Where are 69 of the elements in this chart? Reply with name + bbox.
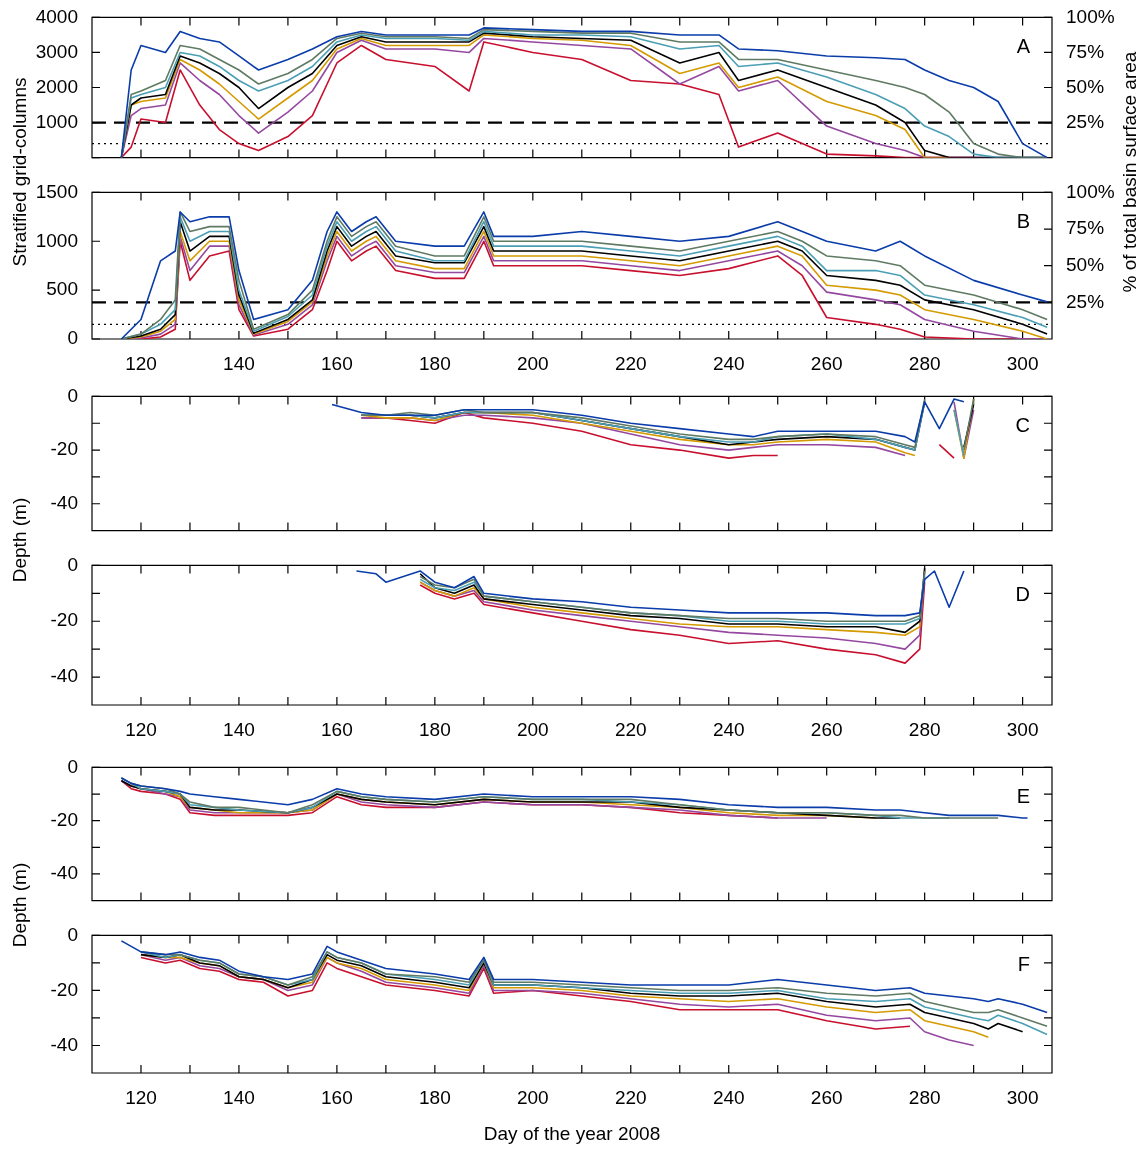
x-tick-label: 280 (908, 352, 941, 374)
x-tick-label: 160 (321, 1086, 353, 1108)
x-tick-label: 220 (614, 1086, 647, 1108)
y2-tick-label: 50% (1066, 75, 1105, 97)
x-tick-label: 180 (419, 1086, 451, 1108)
x-tick-label: 120 (125, 718, 157, 740)
x-tick-label: 120 (125, 352, 157, 374)
y-tick-label: -40 (50, 862, 78, 884)
x-tick-label: 300 (1006, 352, 1039, 374)
y-tick-label: -20 (50, 438, 78, 460)
annotation: D (1015, 582, 1030, 605)
x-tick-label: 140 (223, 718, 255, 740)
annotation: C (1015, 413, 1030, 436)
x-tick-label: 240 (712, 718, 745, 740)
x-tick-label: 180 (419, 352, 451, 374)
y-tick-label: 3000 (35, 40, 78, 62)
annotation: F (1017, 952, 1030, 975)
y-tick-label: -40 (50, 665, 78, 687)
annotation: A (1016, 34, 1031, 57)
y-axis-title: Stratified grid-columns (9, 77, 31, 267)
x-tick-label: 260 (810, 1086, 843, 1108)
y-tick-label: 0 (67, 923, 78, 945)
x-tick-label: 260 (810, 718, 843, 740)
y-tick-label: 1000 (35, 110, 78, 132)
x-tick-label: 280 (908, 718, 941, 740)
y-tick-label: 2000 (35, 75, 78, 97)
y-axis-title: Depth (m) (9, 497, 31, 583)
x-tick-label: 220 (614, 718, 647, 740)
x-tick-label: 140 (223, 352, 255, 374)
y-tick-label: 1500 (35, 180, 78, 202)
annotation: E (1016, 784, 1030, 807)
x-tick-label: 160 (321, 352, 353, 374)
y2-tick-label: 100% (1066, 5, 1115, 27)
x-tick-label: 260 (810, 352, 843, 374)
x-tick-label: 180 (419, 718, 451, 740)
x-tick-label: 300 (1006, 1086, 1039, 1108)
y-tick-label: 0 (67, 384, 78, 406)
y-tick-label: 500 (46, 278, 78, 300)
y-tick-label: -20 (50, 609, 78, 631)
x-tick-label: 240 (712, 1086, 745, 1108)
y-tick-label: 4000 (35, 5, 78, 27)
y2-tick-label: 75% (1066, 40, 1105, 62)
y2-axis-title: % of total basin surface area (1119, 51, 1141, 293)
x-tick-label: 200 (516, 352, 549, 374)
y2-tick-label: 75% (1066, 217, 1105, 239)
x-tick-label: 200 (516, 1086, 549, 1108)
annotation: B (1016, 209, 1030, 232)
y-tick-label: 1000 (35, 229, 78, 251)
y2-tick-label: 25% (1066, 110, 1105, 132)
y-tick-label: -20 (50, 978, 78, 1000)
y-tick-label: 0 (67, 755, 78, 777)
y2-tick-label: 100% (1066, 180, 1115, 202)
y2-tick-label: 25% (1066, 290, 1105, 312)
x-axis-title: Day of the year 2008 (483, 1122, 661, 1144)
y-tick-label: 0 (67, 553, 78, 575)
x-tick-label: 200 (516, 718, 549, 740)
y-tick-label: -40 (50, 1033, 78, 1055)
y2-tick-label: 50% (1066, 253, 1105, 275)
x-tick-label: 220 (614, 352, 647, 374)
x-tick-label: 140 (223, 1086, 255, 1108)
y-tick-label: 0 (67, 327, 78, 349)
y-tick-label: -40 (50, 491, 78, 513)
x-tick-label: 300 (1006, 718, 1039, 740)
y-tick-label: -20 (50, 808, 78, 830)
x-tick-label: 240 (712, 352, 745, 374)
x-tick-label: 120 (125, 1086, 157, 1108)
x-tick-label: 160 (321, 718, 353, 740)
y-axis-title: Depth (m) (9, 862, 31, 948)
x-tick-label: 280 (908, 1086, 941, 1108)
